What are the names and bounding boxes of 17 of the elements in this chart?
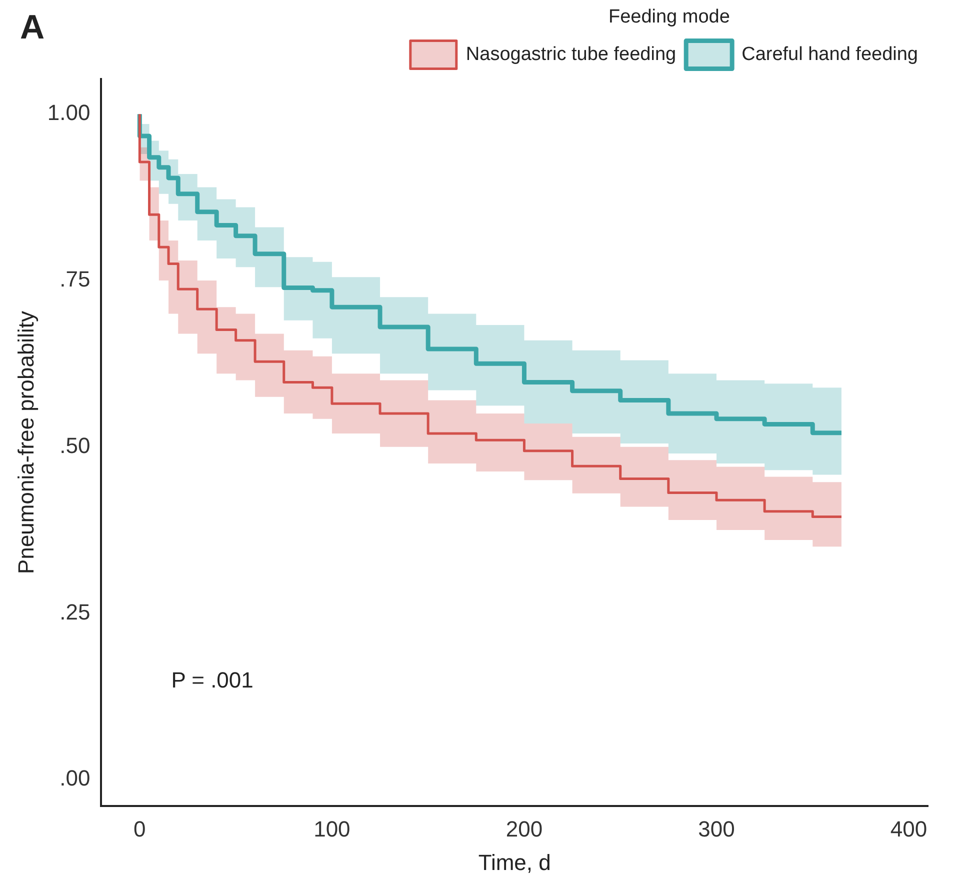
x-tick-label: 400 — [890, 816, 928, 842]
y-tick-label: .75 — [60, 266, 90, 292]
legend-title: Feeding mode — [608, 6, 730, 28]
x-tick-label: 300 — [698, 816, 735, 842]
legend-label: Nasogastric tube feeding — [466, 44, 676, 66]
chart-title: A — [20, 8, 45, 46]
y-tick-label: .00 — [60, 766, 90, 791]
x-tick-label: 100 — [314, 816, 350, 842]
y-tick-label: .25 — [60, 599, 90, 624]
legend-label: Careful hand feeding — [742, 44, 918, 66]
y-tick-label: 1.00 — [47, 100, 90, 126]
annotation: P = .001 — [171, 667, 254, 692]
y-tick-label: .50 — [60, 432, 90, 458]
x-tick-label: 200 — [506, 816, 543, 842]
x-axis-title: Time, d — [478, 850, 551, 875]
x-tick-label: 0 — [134, 816, 146, 842]
y-axis-title: Pneumonia-free probability — [13, 311, 38, 574]
